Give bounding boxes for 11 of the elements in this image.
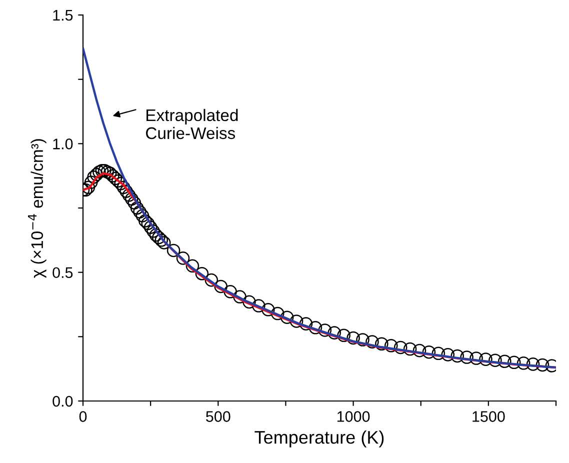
annotation: Extrapolated Curie-Weiss [146, 108, 238, 140]
y-axis-title: χ (×10$^{−4}$ emu/cm³) [28, 139, 46, 278]
x-axis-title: Temperature (K) [254, 430, 384, 448]
x-tick-label: 1000 [337, 411, 370, 422]
y-tick-label: 0.0 [52, 396, 73, 407]
x-tick-label: 0 [79, 411, 87, 422]
y-tick-label: 0.5 [52, 267, 73, 278]
x-tick-label: 500 [206, 411, 230, 422]
y-tick-label: 1.0 [53, 138, 73, 150]
y-tick-label: 1.5 [53, 10, 73, 21]
x-tick-label: 1500 [472, 411, 505, 422]
